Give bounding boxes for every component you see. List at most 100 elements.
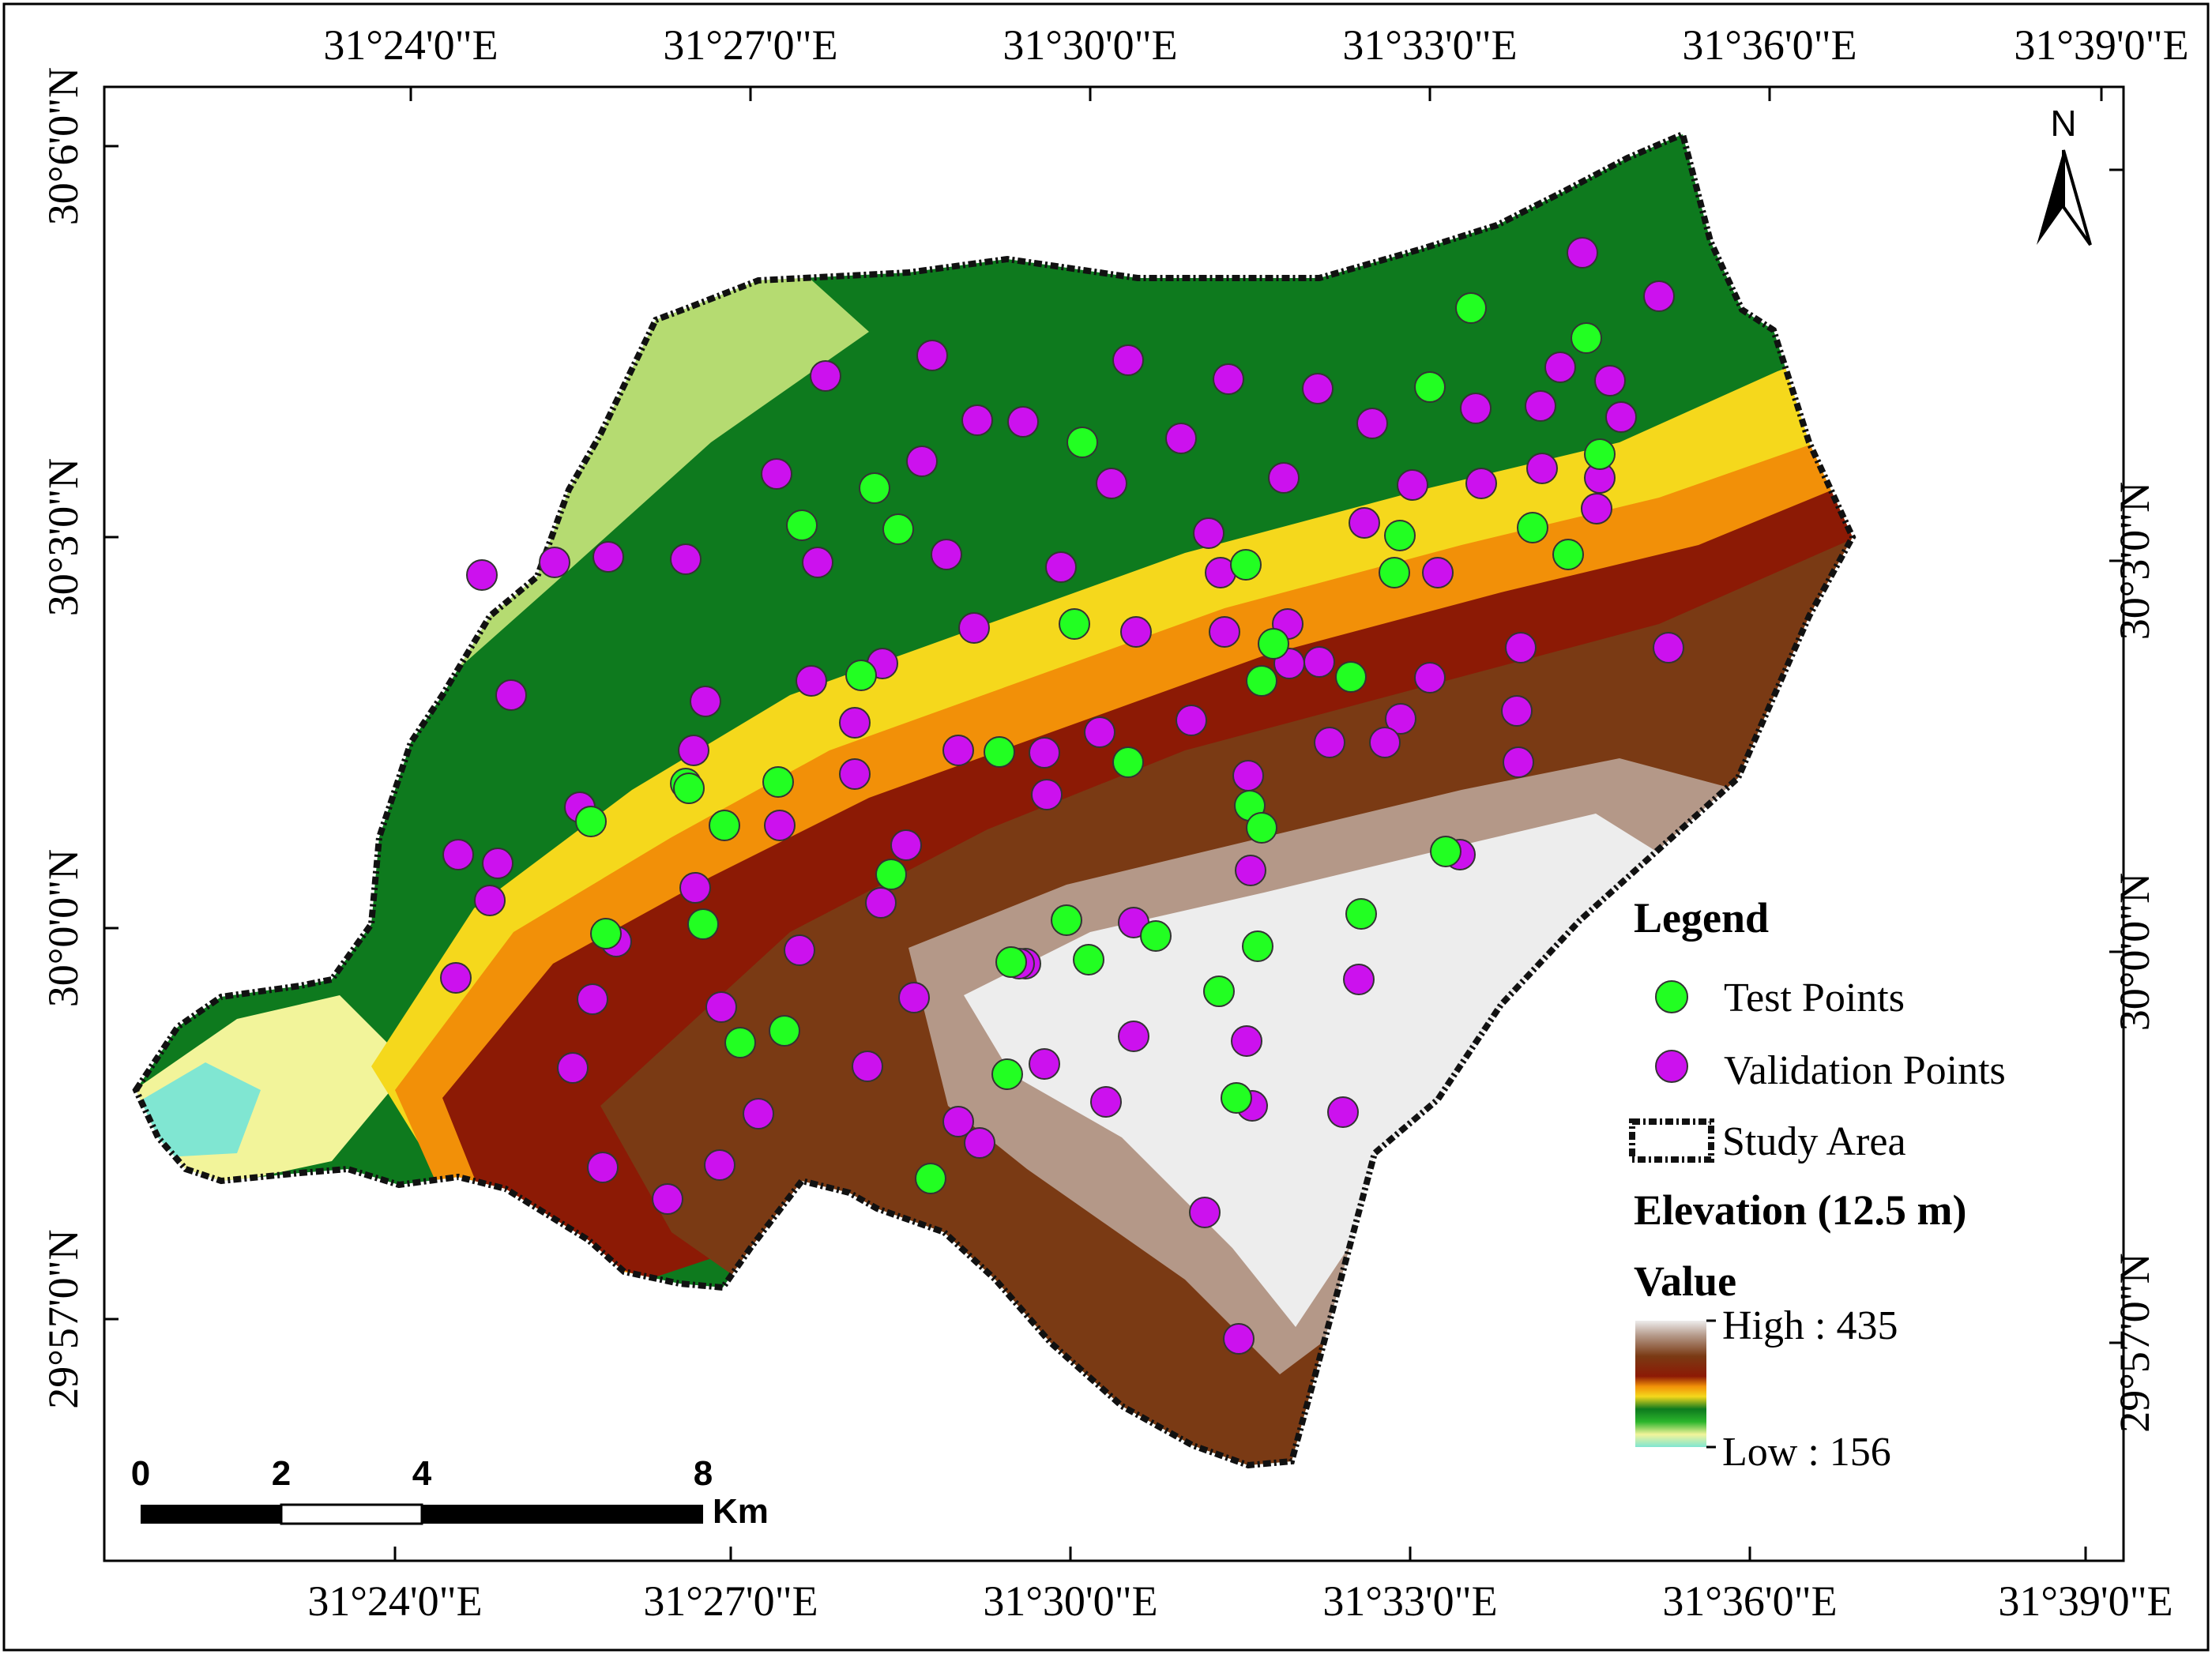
legend-study-area-icon [1629,1118,1714,1163]
validation-point [1422,557,1454,588]
validation-point [964,1127,995,1159]
validation-point [1165,423,1197,454]
validation-point [539,547,570,578]
test-point [673,772,705,804]
scale-unit: Km [713,1492,769,1531]
validation-point [1505,632,1537,663]
validation-point [942,1106,974,1137]
left-label: 30°0'0"N [40,849,87,1007]
test-point [1246,812,1277,844]
bottom-label: 31°39'0"E [1998,1577,2172,1625]
validation-point [761,458,792,490]
validation-point [577,983,608,1015]
validation-point [670,543,702,575]
legend-validation-points: Validation Points [1724,1048,2006,1093]
validation-point [1544,351,1576,383]
legend-test-point-icon [1655,980,1688,1013]
sample-points [440,237,1684,1355]
legend-title: Legend [1634,894,1769,942]
test-point [1571,322,1602,354]
scale-tick-0: 0 [131,1454,150,1493]
left-label: 29°57'0"N [40,1229,87,1408]
validation-point [796,665,827,697]
scale-tick-8: 8 [694,1454,713,1493]
left-label: 30°3'0"N [40,458,87,616]
validation-point [1189,1197,1221,1228]
test-point [991,1058,1023,1090]
validation-point [1349,507,1380,539]
validation-point [1460,393,1492,424]
test-point [762,766,794,798]
north-arrow-icon [2037,149,2092,246]
validation-point [1045,551,1077,583]
elevation-title: Elevation (12.5 m) [1634,1186,1966,1234]
validation-point [1525,390,1556,422]
validation-point [764,810,796,841]
test-point [786,509,818,541]
validation-point [679,872,711,904]
validation-point [1302,373,1334,404]
test-point [1379,557,1410,588]
test-point [1384,520,1416,551]
bottom-label: 31°36'0"E [1662,1577,1837,1625]
validation-point [961,404,993,436]
validation-point [690,686,721,717]
validation-point [1501,695,1533,727]
legend-test-points: Test Points [1724,975,1905,1021]
validation-point [1653,632,1684,663]
validation-point [1385,703,1416,735]
validation-point [1643,280,1675,312]
top-label: 31°36'0"E [1682,21,1856,69]
validation-point [898,982,930,1013]
test-point [882,513,914,545]
test-point [1335,661,1367,693]
validation-point [678,735,709,766]
test-point [1140,920,1172,952]
validation-point [1031,779,1063,810]
validation-point [652,1183,683,1215]
bottom-coordinate-labels: 31°24'0"E 31°27'0"E 31°30'0"E 31°33'0"E … [307,1577,2172,1625]
test-point [875,859,907,890]
test-point [1258,628,1289,660]
validation-point [852,1051,883,1082]
right-label: 30°3'0"N [2111,482,2158,640]
validation-point [1118,1021,1149,1052]
map-legend: Legend Test Points Validation Points Stu… [1629,894,2006,1475]
scale-bar: 0 2 4 8 Km [131,1454,769,1531]
scale-tick-4: 4 [412,1454,432,1493]
validation-point [743,1098,774,1130]
bottom-label: 31°30'0"E [983,1577,1157,1625]
test-point [1246,665,1277,697]
top-label: 31°33'0"E [1342,21,1517,69]
validation-point [466,559,498,591]
validation-point [810,360,841,392]
test-point [769,1015,800,1047]
top-label: 31°39'0"E [2014,21,2188,69]
validation-point [704,1149,735,1181]
test-point [575,806,607,837]
validation-point [1029,1048,1060,1080]
test-point [845,660,877,691]
legend-validation-point-icon [1655,1050,1688,1083]
validation-point [839,707,871,739]
lowland-sw-cyan [138,1062,261,1157]
test-point [1552,539,1584,570]
validation-point [839,758,871,790]
test-point [915,1163,946,1194]
top-label: 31°27'0"E [663,21,837,69]
validation-point [931,539,962,570]
validation-point [1084,716,1115,748]
validation-point [557,1052,589,1084]
validation-point [592,541,624,573]
top-label: 31°30'0"E [1003,21,1177,69]
test-point [1345,898,1377,930]
validation-point [802,547,833,578]
test-point [724,1027,756,1058]
test-point [1430,836,1462,867]
test-point [1073,944,1104,975]
validation-point [942,735,974,766]
test-point [709,810,740,841]
validation-point [442,839,474,870]
